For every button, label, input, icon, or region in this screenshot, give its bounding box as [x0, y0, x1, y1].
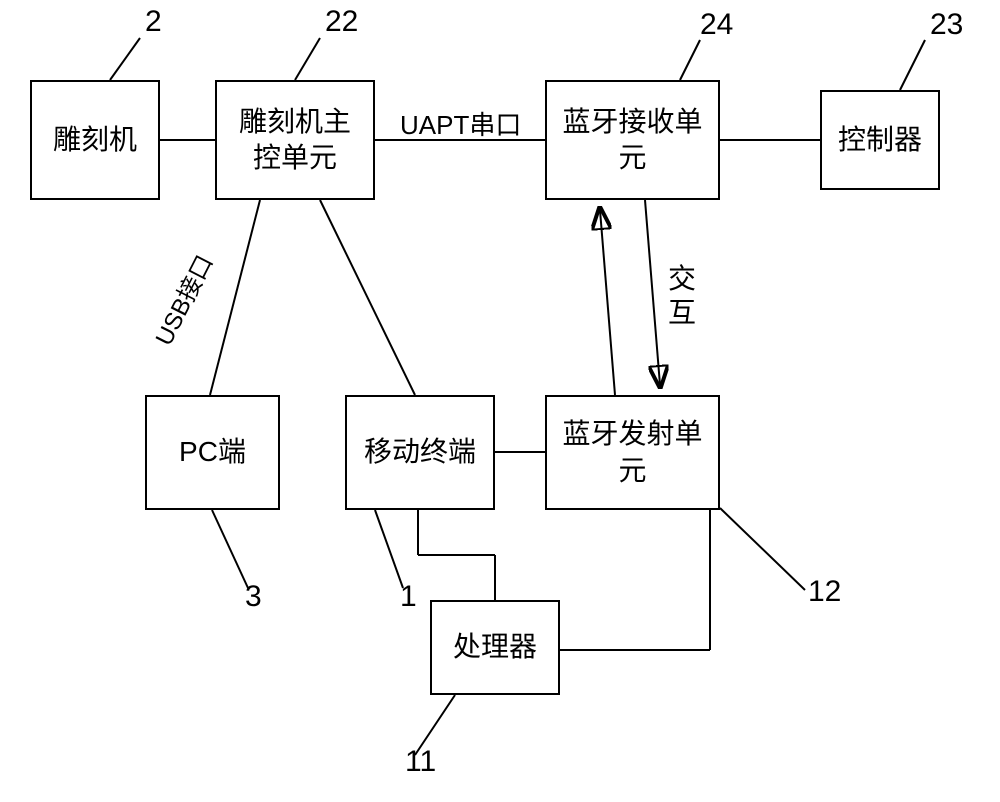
ref-num-12: 12: [808, 575, 841, 609]
box-engraver: 雕刻机: [30, 80, 160, 200]
ref-num-23: 23: [930, 8, 963, 42]
box-label: 控制器: [838, 122, 922, 158]
ref-num-24: 24: [700, 8, 733, 42]
ref-num-3: 3: [245, 580, 262, 614]
box-controller: 控制器: [820, 90, 940, 190]
box-label: 雕刻机: [53, 122, 137, 158]
box-bt-rx: 蓝牙接收单元: [545, 80, 720, 200]
box-label: 移动终端: [364, 434, 476, 470]
box-label: PC端: [179, 434, 246, 470]
box-mobile-terminal: 移动终端: [345, 395, 495, 510]
box-main-control: 雕刻机主控单元: [215, 80, 375, 200]
edge-label-uapt: UAPT串口: [400, 105, 521, 142]
box-label: 蓝牙接收单元: [562, 104, 702, 177]
ref-num-22: 22: [325, 5, 358, 39]
box-label: 处理器: [453, 629, 537, 665]
box-label: 雕刻机主控单元: [239, 104, 351, 177]
ref-num-1: 1: [400, 580, 417, 614]
edge-label-interact: 交互: [668, 262, 696, 329]
box-pc: PC端: [145, 395, 280, 510]
box-label: 蓝牙发射单元: [562, 416, 702, 489]
diagram-canvas: 雕刻机 雕刻机主控单元 蓝牙接收单元 控制器 PC端 移动终端 蓝牙发射单元 处…: [0, 0, 1000, 802]
box-bt-tx: 蓝牙发射单元: [545, 395, 720, 510]
box-processor: 处理器: [430, 600, 560, 695]
edge-label-usb: USB接口: [144, 248, 219, 351]
ref-num-11: 11: [405, 745, 436, 779]
ref-num-2: 2: [145, 5, 162, 39]
